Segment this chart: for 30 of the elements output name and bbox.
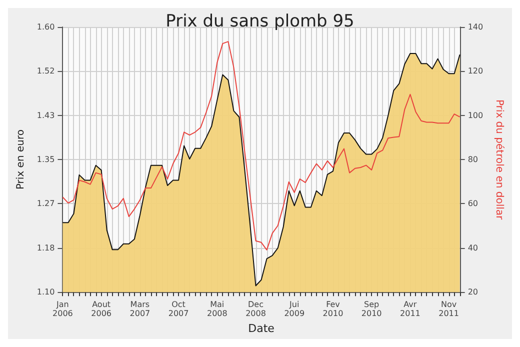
x-tick-label: Aout 2006 bbox=[91, 300, 112, 318]
x-tick-label: Nov 2011 bbox=[438, 300, 459, 318]
y2-tick-label: 60 bbox=[468, 199, 478, 208]
x-tick-label: Mars 2007 bbox=[130, 300, 150, 318]
x-tick-label: Oct 2007 bbox=[168, 300, 189, 318]
y-tick-label: 1.10 bbox=[36, 288, 55, 297]
y2-tick-label: 20 bbox=[468, 288, 478, 297]
y-tick-label: 1.52 bbox=[36, 66, 55, 76]
y-tick-label: 1.18 bbox=[36, 243, 55, 252]
x-tick-label: Fev 2010 bbox=[322, 300, 344, 318]
chart-title: Prix du sans plomb 95 bbox=[166, 12, 354, 32]
y2-tick-label: 140 bbox=[468, 22, 484, 32]
line-series bbox=[62, 41, 460, 250]
x-tick-label: Jui 2009 bbox=[284, 300, 305, 318]
x-tick-label: Mai 2008 bbox=[206, 300, 228, 318]
y2-tick-label: 80 bbox=[468, 155, 478, 164]
y-tick-label: 1.35 bbox=[36, 155, 55, 164]
x-tick-label: Avr 2011 bbox=[400, 300, 420, 318]
y-tick-label: 1.27 bbox=[36, 199, 55, 208]
y2-tick-label: 120 bbox=[468, 66, 484, 76]
x-tick-label: Dec 2008 bbox=[246, 300, 266, 318]
y2-axis-title: Prix du pétrole en dollar bbox=[494, 99, 504, 221]
x-axis-title: Date bbox=[248, 322, 275, 335]
y-axis-title: Prix en euro bbox=[16, 130, 26, 190]
y2-tick-label: 100 bbox=[468, 110, 484, 120]
y2-tick-label: 40 bbox=[468, 243, 478, 252]
y-tick-label: 1.60 bbox=[36, 22, 55, 32]
y-tick-label: 1.43 bbox=[36, 110, 55, 120]
x-tick-label: Jan 2006 bbox=[52, 300, 73, 318]
x-tick-label: Sep 2010 bbox=[361, 300, 382, 318]
